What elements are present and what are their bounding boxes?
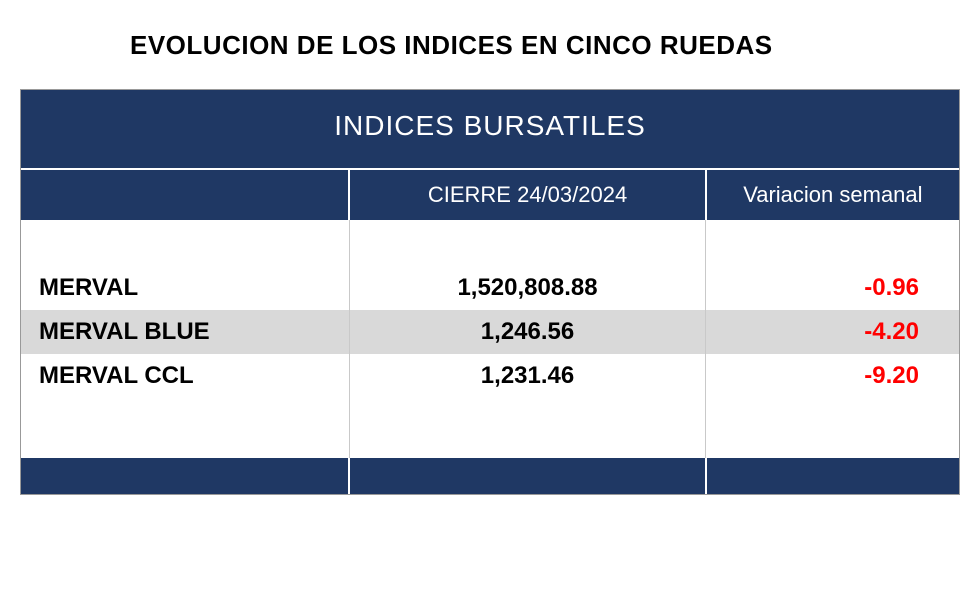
page-title: EVOLUCION DE LOS INDICES EN CINCO RUEDAS (130, 30, 960, 61)
cell-close: 1,246.56 (349, 310, 705, 354)
indices-table-container: INDICES BURSATILES CIERRE 24/03/2024 Var… (20, 89, 960, 495)
col-header-variation: Variacion semanal (706, 170, 959, 221)
col-header-name (21, 170, 349, 221)
table-row: MERVAL CCL 1,231.46 -9.20 (21, 354, 959, 398)
cell-close: 1,520,808.88 (349, 266, 705, 310)
col-header-close: CIERRE 24/03/2024 (349, 170, 705, 221)
table-title: INDICES BURSATILES (21, 90, 959, 169)
table-row: MERVAL BLUE 1,246.56 -4.20 (21, 310, 959, 354)
indices-table: CIERRE 24/03/2024 Variacion semanal MERV… (21, 169, 959, 494)
cell-variation: -4.20 (706, 310, 959, 354)
cell-variation: -0.96 (706, 266, 959, 310)
table-gap-row (21, 398, 959, 458)
cell-close: 1,231.46 (349, 354, 705, 398)
cell-name: MERVAL (21, 266, 349, 310)
table-footer-row (21, 458, 959, 494)
table-spacer-row (21, 220, 959, 266)
table-header-row: CIERRE 24/03/2024 Variacion semanal (21, 170, 959, 221)
cell-name: MERVAL CCL (21, 354, 349, 398)
cell-name: MERVAL BLUE (21, 310, 349, 354)
table-row: MERVAL 1,520,808.88 -0.96 (21, 266, 959, 310)
table-body: MERVAL 1,520,808.88 -0.96 MERVAL BLUE 1,… (21, 220, 959, 494)
cell-variation: -9.20 (706, 354, 959, 398)
